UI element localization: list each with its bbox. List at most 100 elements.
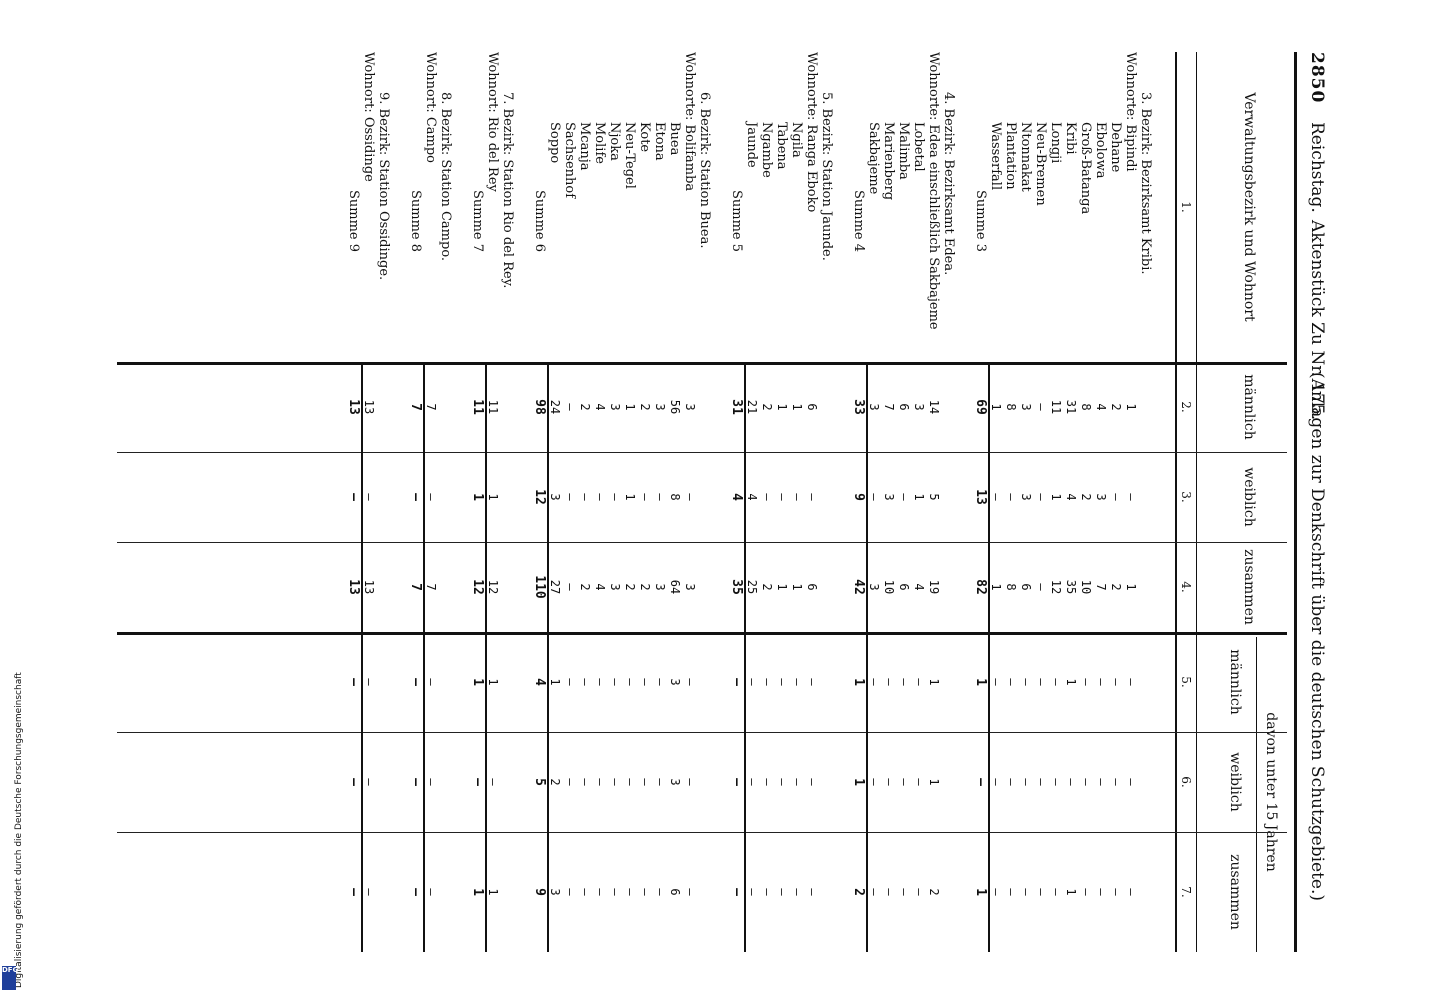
col-header-7: zusammen [1227, 854, 1243, 930]
cell-col-5: — [1004, 678, 1018, 686]
cell-col-3: — [897, 493, 911, 501]
table-row: Sachsenhof — — — — — — [562, 52, 577, 952]
row-label: Dehane [1108, 122, 1123, 173]
cell-col-7: — [1079, 888, 1093, 896]
cell-col-5: — [867, 678, 881, 686]
cell-col-4: 3 [653, 583, 667, 591]
cell-col-6: — [1034, 778, 1048, 786]
cell-col-6: — [408, 778, 423, 786]
cell-col-7: — [1004, 888, 1018, 896]
cell-col-2: 1 [1124, 403, 1138, 411]
cell-col-6: — [346, 778, 361, 786]
cell-col-3: — [563, 493, 577, 501]
cell-col-5: — [805, 678, 819, 686]
cell-col-6: — [578, 778, 592, 786]
cell-col-2: 3 [1019, 403, 1033, 411]
cell-col-6: — [593, 778, 607, 786]
table-row: Groß-Batanga 8 2 10 — — — [1078, 52, 1093, 952]
table-row: Sakbajeme 3 — 3 — — — [866, 52, 881, 952]
cell-col-4: 2 [1109, 583, 1123, 591]
cell-col-6: — [882, 778, 896, 786]
cell-col-2: 6 [897, 403, 911, 411]
cell-col-4: 2 [578, 583, 592, 591]
cell-col-2: 13 [346, 399, 361, 415]
cell-col-5: — [1079, 678, 1093, 686]
row-label: Sakbajeme [866, 122, 881, 195]
dfg-logo-text: DFG [2, 966, 19, 974]
cell-col-3: — [362, 493, 376, 501]
cell-col-4: 110 [532, 575, 547, 599]
table-row: Neu-Tegel 1 1 2 — — — [622, 52, 637, 952]
cell-col-2: 3 [912, 403, 926, 411]
cell-col-5: 3 [668, 678, 682, 686]
cell-col-5: — [1049, 678, 1063, 686]
row-label: Tabena [774, 122, 789, 170]
cell-col-6: 3 [668, 778, 682, 786]
col-header-4: zusammen [1241, 549, 1257, 625]
cell-col-2: 31 [1064, 399, 1078, 415]
district-heading: 6. Bezirk: Station Buea. [697, 52, 712, 952]
row-label: Neu-Tegel [622, 122, 637, 189]
cell-col-3: — [989, 493, 1003, 501]
cell-col-7: — [578, 888, 592, 896]
row-label: Summe 4 [851, 189, 866, 252]
row-label: 7. Bezirk: Station Rio del Rey. [500, 92, 515, 289]
table-row: Lobetal 3 1 4 — — — [911, 52, 926, 952]
table-row: Wohnort: Rio del Rey 11 1 12 1—1 [485, 52, 500, 952]
cell-col-5: — [653, 678, 667, 686]
table-row: Wohnort: Campo 7 — 7 — — — [423, 52, 438, 952]
cell-col-5: — [346, 678, 361, 686]
cell-col-3: — [867, 493, 881, 501]
cell-col-3: — [578, 493, 592, 501]
cell-col-7: 1 [973, 888, 988, 896]
cell-col-6: — [1019, 778, 1033, 786]
sum-rule [361, 362, 363, 952]
cell-col-7: 2 [927, 888, 941, 896]
cell-col-6: — [1064, 778, 1078, 786]
cell-col-7: — [424, 888, 438, 896]
row-label: Mcanja [577, 122, 592, 171]
table-row: Kribi 31 4 35 1 — 1 [1063, 52, 1078, 952]
page-number: 2850 [1307, 52, 1327, 104]
cell-col-7: — [653, 888, 667, 896]
cell-col-3: 3 [1094, 493, 1108, 501]
sum-row: Summe 9 13 — 13 — — — [346, 52, 361, 952]
cell-col-6: — [989, 778, 1003, 786]
cell-col-6: — [867, 778, 881, 786]
cell-col-2: 4 [1094, 403, 1108, 411]
row-label: Marienberg [881, 122, 896, 201]
cell-col-3: 4 [1064, 493, 1078, 501]
header-rule [1294, 52, 1297, 952]
cell-col-3: 1 [486, 493, 500, 501]
table-row: Kote 2 — 2 — — — [637, 52, 652, 952]
cell-col-3: 1 [623, 493, 637, 501]
cell-col-6: — [805, 778, 819, 786]
cell-col-4: 3 [608, 583, 622, 591]
cell-col-5: — [408, 678, 423, 686]
cell-col-5: — [578, 678, 592, 686]
cell-col-3: — [424, 493, 438, 501]
cell-col-2: 2 [578, 403, 592, 411]
row-label: Sachsenhof [562, 122, 577, 199]
row-label: Kote [637, 122, 652, 153]
row-label: Njoka [607, 122, 622, 161]
cell-col-4: 7 [1094, 583, 1108, 591]
cell-col-4: 6 [805, 583, 819, 591]
cell-col-3: 2 [1079, 493, 1093, 501]
cell-col-2: 11 [470, 399, 485, 415]
cell-col-5: — [623, 678, 637, 686]
cell-col-4: 2 [760, 583, 774, 591]
table-row: Dehane 2 — 2 — — — [1108, 52, 1123, 952]
cell-col-5: — [882, 678, 896, 686]
table-row: Wasserfall 1 — 1 — — — [988, 52, 1003, 952]
row-label: Soppo [547, 122, 562, 164]
cell-col-5: 1 [851, 678, 866, 686]
cell-col-2: 3 [608, 403, 622, 411]
cell-col-5: — [1124, 678, 1138, 686]
table-row: Etona 3 — 3 — — — [652, 52, 667, 952]
cell-col-5: — [593, 678, 607, 686]
cell-col-3: — [790, 493, 804, 501]
cell-col-6: — [1124, 778, 1138, 786]
cell-col-5: — [1109, 678, 1123, 686]
